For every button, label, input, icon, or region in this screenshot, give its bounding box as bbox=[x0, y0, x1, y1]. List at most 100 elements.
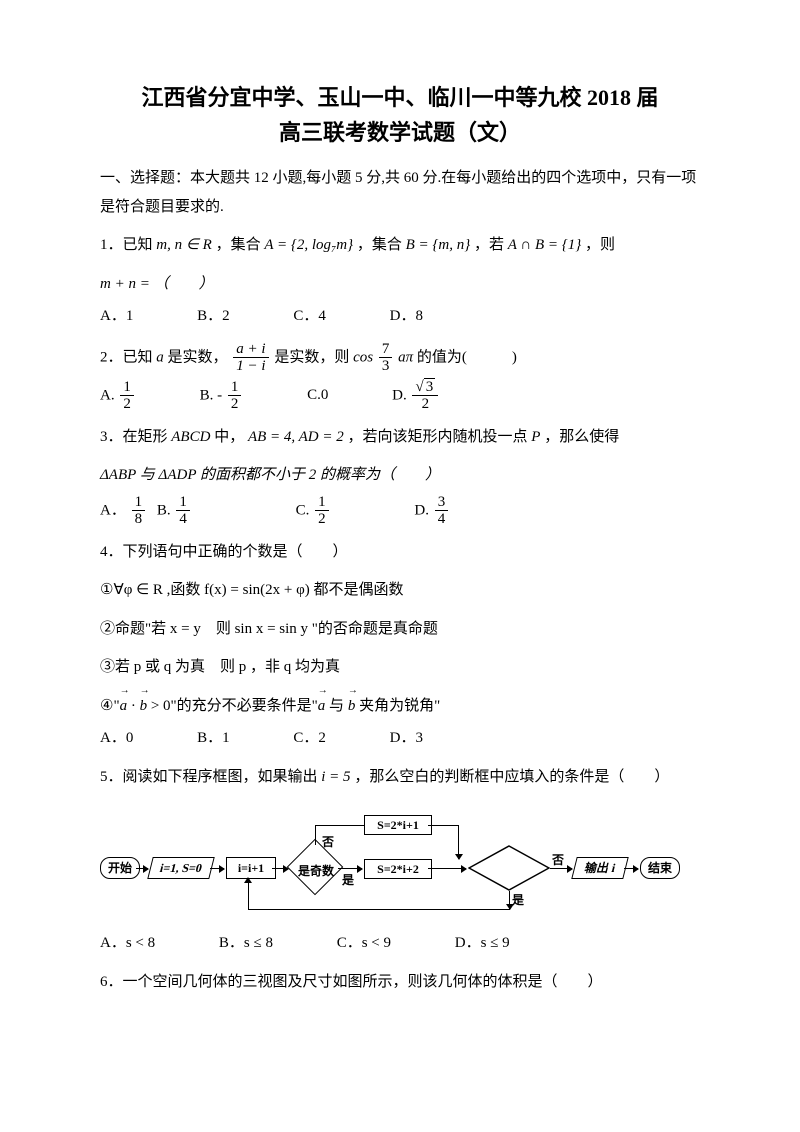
q2-d-rad: 3 bbox=[424, 378, 436, 395]
q5-opt-a: A．s < 8 bbox=[100, 929, 155, 958]
q2-frac1: a + i 1 − i bbox=[233, 341, 268, 375]
q4-4e: > 0"的充分不必要条件是" bbox=[147, 698, 318, 714]
q3-c-d: 2 bbox=[315, 511, 329, 528]
question-1: 1．已知 m, n ∈ R ，集合 A = {2, log₇m} ，集合 B =… bbox=[100, 231, 700, 260]
arrowhead-icon bbox=[244, 877, 252, 883]
q2-frac2-den: 3 bbox=[379, 358, 393, 375]
q2-d-num: 3 bbox=[412, 379, 438, 397]
q1-opt-d: D．8 bbox=[390, 302, 423, 331]
arrow-icon bbox=[624, 868, 638, 869]
q4-4i: 夹角为锐角" bbox=[355, 698, 440, 714]
arrow-icon bbox=[428, 868, 466, 869]
question-2: 2．已知 a 是实数， a + i 1 − i 是实数，则 cos 7 3 aπ… bbox=[100, 341, 700, 375]
q2-frac2: 7 3 bbox=[379, 341, 393, 375]
line-icon bbox=[315, 825, 365, 826]
title-line-2: 高三联考数学试题（文） bbox=[100, 115, 700, 150]
flow-inc: i=i+1 bbox=[226, 857, 276, 879]
q2-b-pre: B. - bbox=[200, 387, 223, 403]
q2-g: 的值为( ) bbox=[417, 349, 517, 365]
q2-a-frac: 1 2 bbox=[120, 379, 134, 413]
q2-opt-b: B. - 1 2 bbox=[200, 379, 244, 413]
q2-b: a bbox=[156, 349, 164, 365]
q3-d-n: 3 bbox=[435, 494, 449, 512]
q1-e: ，集合 bbox=[357, 237, 402, 253]
q3-a-frac: 18 bbox=[132, 494, 146, 528]
question-3: 3．在矩形 ABCD 中， AB = 4, AD = 2 ，若向该矩形内随机投一… bbox=[100, 423, 700, 452]
q5-opt-c: C．s < 9 bbox=[337, 929, 391, 958]
q2-opt-d: D. 3 2 bbox=[392, 379, 440, 413]
q1-opt-a: A．1 bbox=[100, 302, 133, 331]
q3-p: P bbox=[531, 429, 540, 445]
q1-mn: m, n ∈ R bbox=[156, 237, 212, 253]
line-icon bbox=[458, 825, 459, 859]
q1-options: A．1 B．2 C．4 D．8 bbox=[100, 302, 700, 331]
flow-odd-label: 是奇数 bbox=[296, 860, 336, 883]
q2-d-frac: 3 2 bbox=[412, 379, 438, 413]
q3-c-n: 1 bbox=[315, 494, 329, 512]
arrow-icon bbox=[272, 868, 288, 869]
q3-abcd: ABCD bbox=[171, 429, 210, 445]
q4-opt-d: D．3 bbox=[390, 724, 423, 753]
flowchart: 开始 i=1, S=0 i=i+1 是奇数 否 是 S=2*i+1 S=2*i+… bbox=[100, 807, 700, 917]
q2-a-pre: A. bbox=[100, 387, 115, 403]
q3-a-n: 1 bbox=[132, 494, 146, 512]
q4-vec-b2: b bbox=[348, 692, 356, 721]
q2-opt-a: A. 1 2 bbox=[100, 379, 136, 413]
q3-a-pre: A． bbox=[100, 502, 126, 518]
q4-options: A．0 B．1 C．2 D．3 bbox=[100, 724, 700, 753]
q1-opt-b: B．2 bbox=[197, 302, 230, 331]
q2-b-den: 2 bbox=[228, 396, 242, 413]
q4-stmt-3: ③若 p 或 q 为真 则 p ，非 q 均为真 bbox=[100, 653, 700, 682]
q1-inter: A ∩ B = {1} bbox=[508, 237, 582, 253]
q5-opt-d: D．s ≤ 9 bbox=[455, 929, 510, 958]
q1-expr: m + n = （ ） bbox=[100, 276, 214, 292]
line-icon bbox=[248, 909, 510, 910]
q3-c: 中， bbox=[214, 429, 244, 445]
q1-text: 1．已知 bbox=[100, 237, 153, 253]
q4-opt-a: A．0 bbox=[100, 724, 133, 753]
q1-c: ，集合 bbox=[216, 237, 261, 253]
q5-options: A．s < 8 B．s ≤ 8 C．s < 9 D．s ≤ 9 bbox=[100, 929, 700, 958]
q3-g: ，那么使得 bbox=[544, 429, 619, 445]
q2-b-frac: 1 2 bbox=[228, 379, 242, 413]
q3-b-frac: 14 bbox=[176, 494, 190, 528]
q4-opt-b: B．1 bbox=[197, 724, 230, 753]
q1-setB: B = {m, n} bbox=[406, 237, 471, 253]
q5-b: i = 5 bbox=[321, 769, 350, 785]
q4-4c: · bbox=[127, 698, 140, 714]
q2-b-num: 1 bbox=[228, 379, 242, 397]
arrow-icon bbox=[338, 868, 362, 869]
q2-api: aπ bbox=[398, 349, 413, 365]
q3-b-pre: B. bbox=[157, 502, 171, 518]
section-heading: 一、选择题：本大题共 12 小题,每小题 5 分,共 60 分.在每小题给出的四… bbox=[100, 164, 700, 221]
q3-c-frac: 12 bbox=[315, 494, 329, 528]
flow-no-1: 否 bbox=[322, 831, 334, 854]
q4-opt-c: C．2 bbox=[293, 724, 326, 753]
q4-vec-a2: a bbox=[318, 692, 326, 721]
flow-start: 开始 bbox=[100, 857, 140, 879]
q2-d-pre: D. bbox=[392, 387, 407, 403]
flow-blank-diamond bbox=[468, 845, 550, 891]
q2-a-num: 1 bbox=[120, 379, 134, 397]
q4-4a: ④" bbox=[100, 698, 120, 714]
q2-frac1-num: a + i bbox=[233, 341, 268, 359]
q5-opt-b: B．s ≤ 8 bbox=[219, 929, 273, 958]
q4-4g: 与 bbox=[325, 698, 348, 714]
flow-s2: S=2*i+2 bbox=[364, 859, 432, 879]
q2-options: A. 1 2 B. - 1 2 C.0 D. 3 2 bbox=[100, 379, 700, 413]
exam-page: 江西省分宜中学、玉山一中、临川一中等九校 2018 届 高三联考数学试题（文） … bbox=[0, 0, 800, 1040]
q3-a: 3．在矩形 bbox=[100, 429, 168, 445]
q1-setA: A = {2, log₇m} bbox=[264, 237, 353, 253]
q3-opt-d: D. 34 bbox=[414, 494, 450, 528]
q1-opt-c: C．4 bbox=[293, 302, 326, 331]
q2-cos: cos bbox=[353, 349, 373, 365]
q3-opt-b: B. 14 bbox=[157, 494, 192, 528]
q2-c: 是实数， bbox=[168, 349, 228, 365]
q3-h: ΔABP 与 ΔADP 的面积都不小于 2 的概率为（ ） bbox=[100, 467, 440, 483]
flow-s1: S=2*i+1 bbox=[364, 815, 432, 835]
q3-e: ，若向该矩形内随机投一点 bbox=[348, 429, 528, 445]
q2-a-den: 2 bbox=[120, 396, 134, 413]
q3-b-n: 1 bbox=[176, 494, 190, 512]
q3-d-frac: 34 bbox=[435, 494, 449, 528]
flow-end: 结束 bbox=[640, 857, 680, 879]
